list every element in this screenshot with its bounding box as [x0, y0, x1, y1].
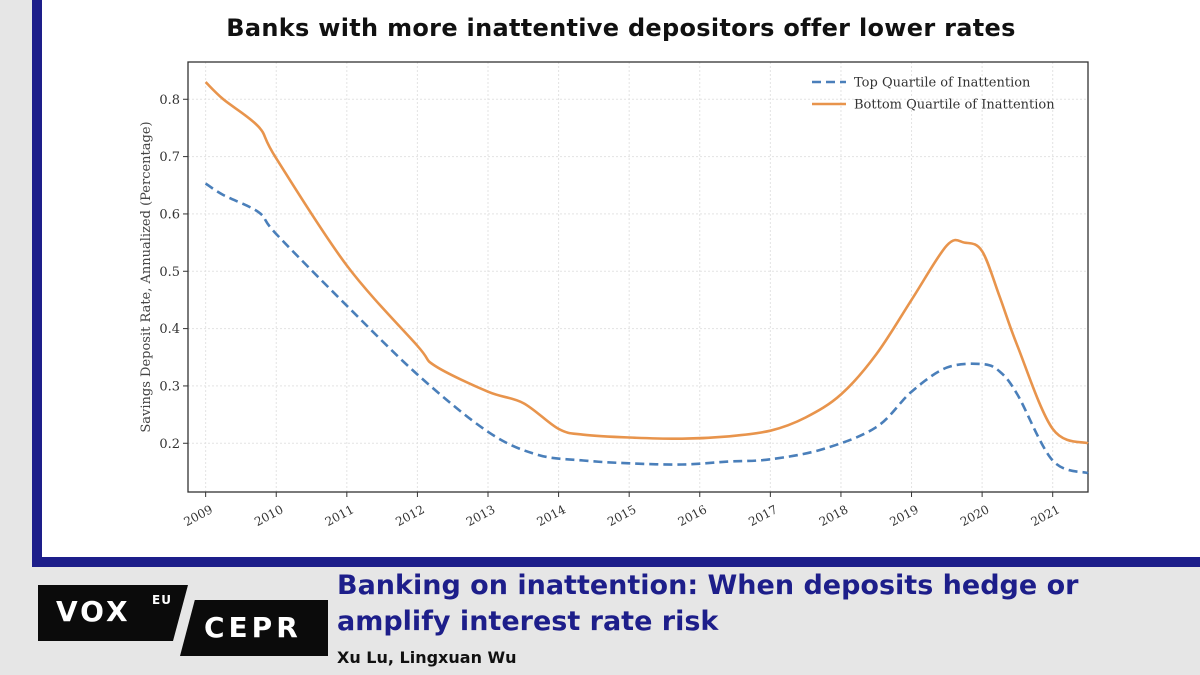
- x-tick-label: 2013: [464, 502, 498, 529]
- line-chart: 0.2 0.3 0.4 0.5 0.6 0.7 0.8 2009 2010 2011 2012 201…: [139, 61, 1089, 529]
- y-tick-label: 0.2: [159, 437, 180, 452]
- x-tick-label: 2019: [887, 502, 921, 529]
- x-tick-label: 2016: [676, 502, 710, 529]
- x-tick-label: 2018: [817, 502, 851, 529]
- x-tick-label: 2014: [534, 502, 568, 529]
- series-line-top-quartile: [204, 182, 1089, 475]
- chart-title: Banks with more inattentive depositors o…: [226, 14, 1016, 42]
- cepr-logo: CEPR: [180, 600, 328, 656]
- x-tick-label: 2015: [605, 502, 639, 529]
- legend-label: Bottom Quartile of Inattention: [854, 98, 1055, 113]
- article-authors: Xu Lu, Lingxuan Wu: [337, 648, 517, 667]
- y-axis-label: Savings Deposit Rate, Annualized (Percen…: [139, 121, 154, 432]
- vox-logo-text: VOX: [56, 595, 131, 628]
- plot-frame: [187, 61, 1089, 493]
- vox-eu-logo: VOX EU: [38, 585, 188, 641]
- y-tick-label: 0.3: [159, 379, 180, 394]
- x-tick-label: 2011: [323, 502, 357, 529]
- article-title: Banking on inattention: When deposits he…: [337, 570, 1079, 637]
- x-tick-label: 2017: [746, 502, 780, 529]
- x-tick-label: 2012: [393, 502, 427, 529]
- y-tick-label: 0.7: [159, 150, 180, 165]
- y-tick-label: 0.8: [159, 93, 180, 108]
- legend-label: Top Quartile of Inattention: [854, 76, 1031, 91]
- x-tick-label: 2021: [1029, 502, 1063, 529]
- x-tick-label: 2010: [252, 502, 286, 529]
- y-tick-label: 0.5: [159, 265, 180, 280]
- y-tick-label: 0.4: [159, 322, 180, 337]
- x-tick-label: 2009: [182, 502, 216, 529]
- x-tick-label: 2020: [958, 502, 992, 529]
- y-tick-label: 0.6: [159, 207, 180, 222]
- plot-area: [188, 62, 1088, 492]
- cepr-logo-text: CEPR: [204, 611, 302, 644]
- bottom-accent-bar: [32, 557, 1200, 567]
- left-accent-bar: [32, 0, 42, 567]
- vox-logo-superscript: EU: [152, 593, 172, 607]
- series-line-bottom-quartile: [204, 81, 1089, 445]
